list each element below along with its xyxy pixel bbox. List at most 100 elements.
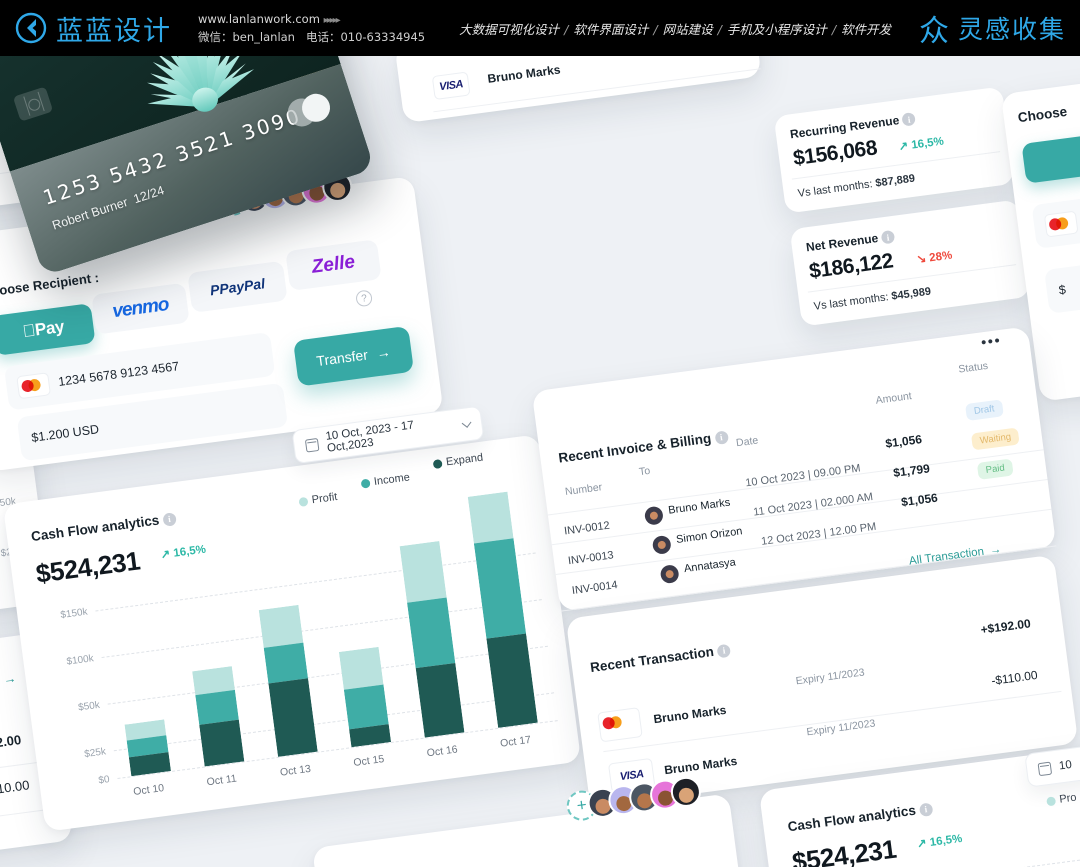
column-header-status: Status — [957, 359, 989, 376]
secondary-brand[interactable]: 众 灵感收集 — [919, 6, 1066, 50]
clipped-choose-recipient-card-bottom: + Choose Recipient : — [312, 775, 752, 867]
arrow-right-icon: → — [2, 670, 18, 687]
phone-info: 电话：010-63334945 — [305, 29, 426, 44]
gridline — [117, 720, 558, 780]
cashflow-value: $524,231 — [34, 545, 142, 589]
invoice-amount: $1,056 — [884, 432, 923, 451]
bar-oct-16[interactable] — [399, 540, 465, 738]
amount-value: $1.200 USD — [30, 422, 100, 445]
info-icon[interactable]: i — [714, 430, 729, 445]
crowd-glyph-icon: 众 — [918, 14, 949, 49]
arrow-right-icon: → — [989, 543, 1003, 557]
website-url: www.lanlanwork.com — [198, 11, 320, 26]
legend-label: Pro — [1058, 791, 1078, 806]
bar-oct-15[interactable] — [338, 646, 392, 748]
legend-label: Expand — [445, 451, 484, 469]
legend-swatch — [1046, 795, 1057, 806]
column-header-to: To — [638, 464, 651, 479]
legend-item-expand[interactable]: Expand — [432, 451, 484, 470]
calendar-icon — [1037, 761, 1053, 776]
legend-item-income[interactable]: Income — [360, 471, 411, 489]
payment-method-paypal[interactable]: PPayPal — [187, 260, 288, 313]
y-tick-label: $0 — [97, 774, 111, 787]
invoice-number: INV-0014 — [571, 579, 619, 597]
info-icon[interactable]: i — [716, 643, 732, 659]
legend-swatch — [432, 458, 443, 469]
chart-title: Cash Flow analytics i — [787, 800, 934, 834]
brand-logo[interactable]: 蓝蓝设计 — [14, 9, 172, 48]
invoice-to: Bruno Marks — [667, 496, 731, 517]
cash-flow-analytics-card: 10 Oct, 2023 - 17 Oct,2023 Cash Flow ana… — [2, 405, 582, 832]
amount-field[interactable]: $ — [1044, 254, 1080, 314]
status-badge: Waiting — [970, 427, 1021, 451]
column-header-date: Date — [735, 434, 759, 450]
promo-banner: 蓝蓝设计 www.lanlanwork.com ▸▸▸▸▸ 微信：ben_lan… — [0, 0, 1080, 56]
bar-oct-10[interactable] — [124, 719, 171, 777]
transfer-button[interactable]: Transfer → — [293, 325, 415, 387]
date-range-partial: 10 — [1058, 758, 1073, 773]
transaction-name: Bruno Marks — [652, 702, 728, 727]
info-icon[interactable]: i — [901, 112, 917, 127]
card-number-value: 1234 5678 9123 4567 — [57, 359, 180, 389]
bar-oct-17[interactable] — [467, 491, 538, 728]
gridline — [113, 692, 555, 752]
invoice-billing-title: Recent Invoice & Billing i — [558, 428, 729, 466]
y-tick-label: $150k — [59, 606, 89, 622]
y-tick-label: $50k — [77, 699, 101, 714]
venmo-label: venmo — [111, 294, 170, 323]
card-number-field[interactable] — [1031, 189, 1080, 249]
stat-card-net-revenue: Net Revenue i $186,122 ↘ 28% Vs last mon… — [789, 199, 1031, 327]
avatar — [651, 534, 672, 556]
transfer-label: Transfer — [315, 346, 369, 370]
info-icon[interactable]: i — [918, 802, 934, 817]
stat-value: $156,068 — [791, 136, 879, 171]
service-item: 大数据可视化设计 — [459, 21, 560, 37]
help-icon[interactable]: ? — [355, 289, 374, 308]
gridline — [107, 645, 548, 705]
column-header-amount: Amount — [875, 390, 913, 407]
legend-swatch — [298, 496, 309, 507]
legend-label: Income — [373, 471, 411, 488]
info-icon[interactable]: i — [162, 512, 177, 527]
mastercard-icon — [1044, 211, 1078, 236]
info-icon[interactable]: i — [880, 230, 896, 245]
payment-method-active[interactable] — [1021, 131, 1080, 184]
stat-delta: ↗ 16,5% — [897, 135, 945, 154]
x-tick-label: Oct 10 — [132, 782, 165, 799]
payment-method-apple-pay[interactable]: Pay — [0, 303, 96, 356]
legend-item-profit[interactable]: Profit — [298, 491, 338, 508]
stat-card-recurring-revenue: Recurring Revenue i $156,068 ↗ 16,5% Vs … — [773, 86, 1015, 214]
bar-oct-13[interactable] — [258, 604, 318, 757]
arrows-icon: ▸▸▸▸▸ — [323, 14, 341, 26]
zelle-label: Zelle — [310, 251, 357, 278]
bar-oct-11[interactable] — [192, 666, 245, 767]
paypal-label: PPayPal — [209, 275, 266, 299]
services-list: 大数据可视化设计 / 软件界面设计 / 网站建设 / 手机及小程序设计 / 软件开发 — [459, 21, 892, 37]
more-options-button[interactable]: ••• — [980, 331, 1003, 352]
service-item: 软件界面设计 — [573, 21, 649, 37]
visa-icon: VISA — [432, 72, 470, 99]
gridline — [101, 599, 542, 659]
stat-comparison: Vs last months: $45,989 — [813, 285, 932, 313]
cashflow-delta: ↗ 16,5% — [159, 543, 207, 562]
invoice-to: Annatasya — [683, 556, 737, 576]
invoice-number: INV-0013 — [567, 549, 615, 568]
recent-transaction-title: Recent Transaction i — [589, 642, 732, 675]
transaction-name: Bruno Marks — [663, 753, 738, 778]
payment-method-venmo[interactable]: venmo — [91, 282, 190, 335]
transaction-amount: +$192.00 — [979, 616, 1032, 637]
mastercard-icon — [17, 372, 50, 398]
invoice-number: INV-0012 — [563, 519, 611, 538]
legend-item-profit[interactable]: Pro — [1046, 792, 1077, 808]
invoice-to: Simon Orizon — [675, 525, 744, 546]
secondary-brand-name: 灵感收集 — [957, 15, 1066, 44]
chevron-down-icon — [461, 418, 472, 428]
y-tick-label: $25k — [83, 746, 107, 761]
payment-method-zelle[interactable]: Zelle — [285, 239, 382, 291]
calendar-icon — [304, 437, 320, 453]
transaction-amount: $110.00 — [0, 777, 31, 799]
stat-value: $186,122 — [807, 249, 895, 284]
x-tick-label: Oct 15 — [352, 753, 385, 770]
mastercard-icon — [598, 708, 642, 742]
avatar — [659, 564, 680, 585]
